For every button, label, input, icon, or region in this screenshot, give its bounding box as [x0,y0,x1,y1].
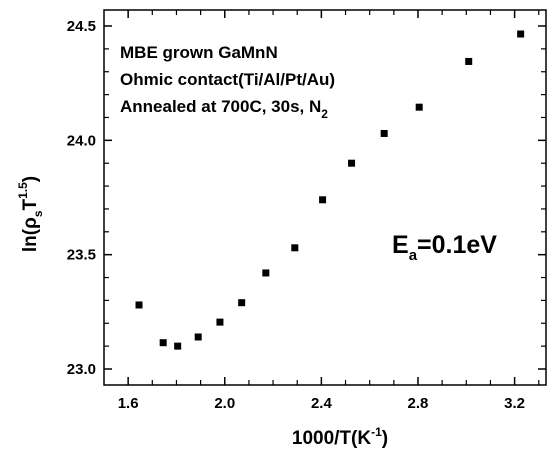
data-point-marker [174,342,182,350]
data-point-marker [348,159,356,167]
data-point-marker [159,339,167,347]
x-tick-label: 2.8 [408,395,429,412]
y-tick-label: 24.0 [67,132,96,149]
data-point-marker [291,244,299,252]
x-tick-label: 3.2 [504,395,525,412]
x-tick-label: 2.4 [311,395,333,412]
x-tick-label: 1.6 [118,395,139,412]
activation-energy-value: =0.1eV [417,231,497,259]
x-axis-title: 1000/T(K-1) [292,425,388,449]
y-axis-title: ln(ρsT1.5) [16,176,45,252]
annotation-line-1: MBE grown GaMnN [120,43,278,62]
data-point-marker [380,129,388,137]
data-point-marker [415,103,423,111]
annotation-line-3-main: Annealed at 700C, 30s, N [120,97,321,116]
y-axis-title-subscript: s [31,210,45,217]
axis-tick-labels: 1.6 2.0 2.4 2.8 3.2 23.0 23.5 24.0 24.5 [67,18,525,412]
x-tick-label: 2.0 [214,395,235,412]
data-point-marker [135,301,143,309]
data-point-marker [262,269,270,277]
y-tick-label: 23.0 [67,361,96,378]
data-point-marker [517,30,525,38]
data-point-marker [194,333,202,341]
activation-energy-symbol: E [392,231,409,259]
y-axis-title-pre: ln(ρ [20,217,41,252]
data-point-marker [238,299,246,307]
annotation-line-2: Ohmic contact(Ti/Al/Pt/Au) [120,70,335,89]
data-point-marker [216,318,224,326]
x-axis-title-tail: ) [382,428,388,449]
activation-energy-label: Ea=0.1eV [392,231,497,264]
x-axis-title-base: 1000/T(K [292,428,371,449]
y-axis-title-superscript: 1.5 [16,182,30,199]
y-axis-title-mid: T [20,198,41,210]
data-points [135,30,525,350]
x-axis-title-superscript: -1 [371,425,382,439]
annotation-line-3-subscript: 2 [321,107,328,121]
data-point-marker [465,57,473,65]
y-tick-label: 23.5 [67,247,96,264]
data-point-marker [319,196,327,204]
y-axis-title-tail: ) [20,176,41,182]
y-tick-label: 24.5 [67,18,96,35]
annotation-line-3: Annealed at 700C, 30s, N2 [120,97,328,121]
axis-ticks [104,10,546,385]
activation-energy-subscript: a [409,247,418,264]
plot-area-frame [103,9,547,386]
